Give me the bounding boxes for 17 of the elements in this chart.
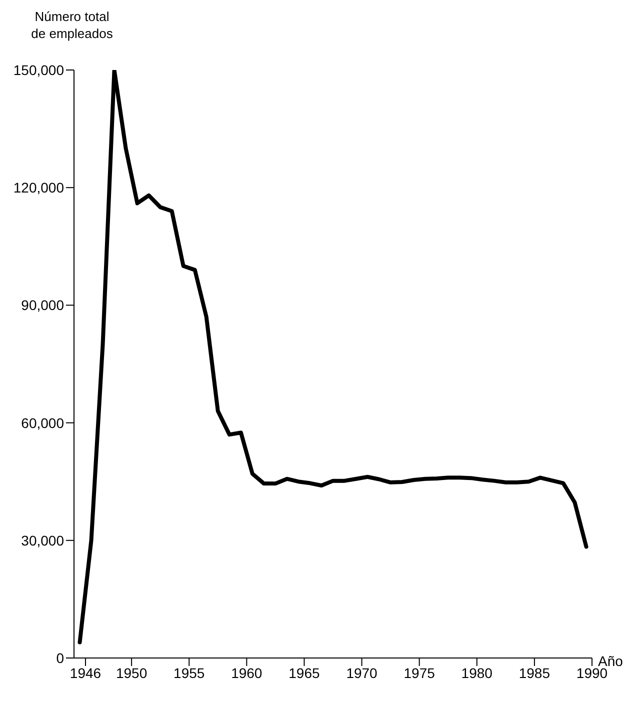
x-tick-label: 1950: [116, 664, 148, 681]
y-tick-label: 30,000: [21, 532, 64, 548]
y-tick-label: 150,000: [13, 62, 64, 78]
x-tick-label: 1955: [174, 664, 205, 681]
x-tick-label: 1946: [70, 664, 102, 681]
y-tick-label: 0: [56, 650, 64, 666]
x-tick-label: 1975: [404, 664, 436, 681]
x-tick-label: 1970: [346, 664, 378, 681]
x-tick-label: 1960: [231, 664, 262, 681]
y-axis-title: Número total de empleados: [30, 8, 114, 42]
x-tick-label: 1965: [288, 664, 320, 681]
y-tick-label: 60,000: [21, 414, 64, 431]
line-series: [78, 70, 588, 644]
y-tick-label: 90,000: [21, 297, 64, 314]
x-tick-label: 1980: [461, 664, 493, 681]
x-tick-label: 1985: [518, 664, 550, 681]
y-tick-label: 120,000: [13, 180, 64, 196]
